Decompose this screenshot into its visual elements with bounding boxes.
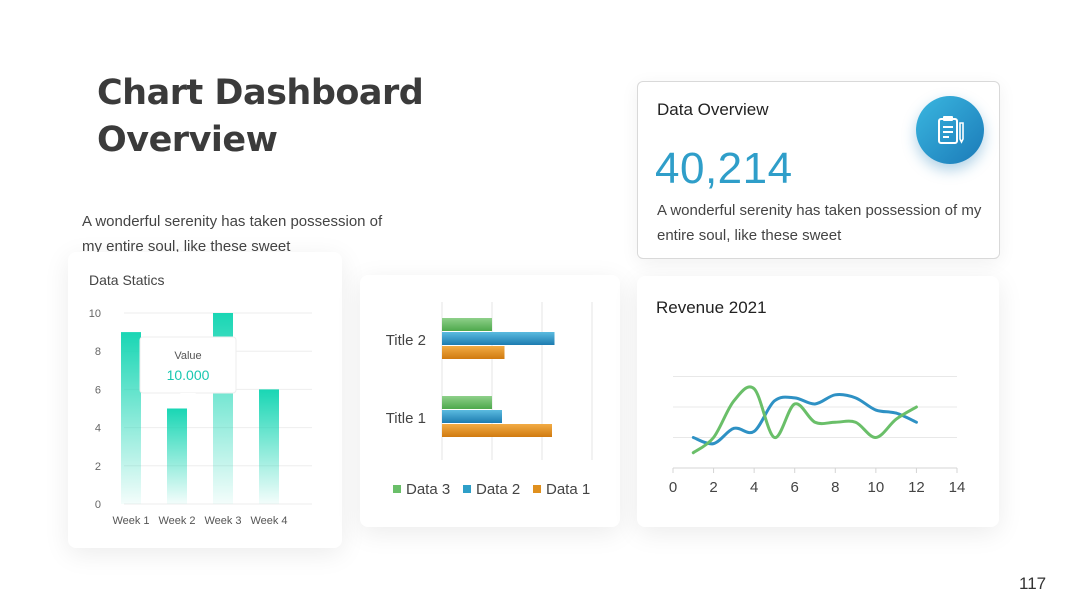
bar <box>442 332 555 345</box>
bar <box>442 318 492 331</box>
tooltip-arrow <box>180 393 196 400</box>
x-tick-label: 8 <box>831 479 839 496</box>
x-tick-label: 12 <box>908 479 925 496</box>
overview-title: Data Overview <box>657 100 769 119</box>
legend-label: Data 1 <box>546 481 590 498</box>
bar <box>442 346 505 359</box>
clipboard-icon-glyph <box>938 116 964 144</box>
statics-chart: 0 2 4 6 8 10 Week 1 Week 2 Week 3 Week 4 Value 10.0… <box>89 308 312 527</box>
page-number: 117 <box>1019 574 1047 593</box>
tooltip-value: 10.000 <box>167 367 210 383</box>
y-tick-label: 8 <box>95 346 101 358</box>
legend-swatch <box>463 485 471 493</box>
y-tick-label: 6 <box>95 384 101 396</box>
bar <box>167 408 187 504</box>
x-tick-label: Week 2 <box>158 515 195 527</box>
tooltip-label: Value <box>174 350 201 362</box>
x-tick-label: 4 <box>750 479 758 496</box>
category-label: Title 2 <box>386 332 426 349</box>
tooltip: Value 10.000 <box>139 336 237 400</box>
bar <box>442 410 502 423</box>
x-tick-label: 14 <box>949 479 966 496</box>
statics-title: Data Statics <box>89 272 165 288</box>
page-title: Chart Dashboard Overview <box>97 70 424 164</box>
revenue-line-chart: 0 2 4 6 8 10 12 14 <box>669 376 966 496</box>
x-tick-label: Week 1 <box>112 515 149 527</box>
bar <box>442 396 492 409</box>
y-tick-label: 4 <box>95 423 101 435</box>
overview-description: A wonderful serenity has taken possessio… <box>657 202 982 244</box>
page-title-line-1: Chart Dashboard <box>97 73 424 113</box>
legend-label: Data 3 <box>406 481 450 498</box>
y-tick-label: 0 <box>95 499 101 511</box>
legend-swatch <box>533 485 541 493</box>
x-tick-label: 10 <box>868 479 885 496</box>
x-tick-label: 0 <box>669 479 677 496</box>
overview-value: 40,214 <box>655 144 793 193</box>
y-tick-label: 10 <box>89 308 101 320</box>
series-line <box>691 385 918 455</box>
revenue-card: Revenue 2021 0 2 4 6 8 10 12 14 <box>637 276 999 527</box>
clipboard-icon <box>916 96 984 164</box>
revenue-title: Revenue 2021 <box>656 298 767 317</box>
bar <box>121 332 141 504</box>
page-title-line-2: Overview <box>97 120 278 160</box>
x-tick-label: Week 3 <box>204 515 241 527</box>
legend-swatch <box>393 485 401 493</box>
x-tick-label: 2 <box>709 479 717 496</box>
series-line <box>691 392 918 446</box>
legend-label: Data 2 <box>476 481 520 498</box>
y-tick-label: 2 <box>95 461 101 473</box>
category-label: Title 1 <box>386 410 426 427</box>
intro-text: A wonderful serenity has taken possessio… <box>82 213 383 253</box>
clustered-bar-chart: Title 2 Title 1 Data 3 Data 2 Data 1 <box>386 302 593 498</box>
clustered-bar-card: Title 2 Title 1 Data 3 Data 2 Data 1 <box>360 275 620 527</box>
x-tick-label: Week 4 <box>250 515 287 527</box>
bar <box>442 424 552 437</box>
tooltip-box <box>139 336 237 394</box>
data-statics-card: Data Statics 0 2 4 6 8 10 Week 1 Week 2 Week 3 We… <box>68 252 342 548</box>
data-overview-card: Data Overview 40,214 A wonderful serenit… <box>637 81 1000 259</box>
bar <box>259 389 279 504</box>
x-tick-label: 6 <box>791 479 799 496</box>
